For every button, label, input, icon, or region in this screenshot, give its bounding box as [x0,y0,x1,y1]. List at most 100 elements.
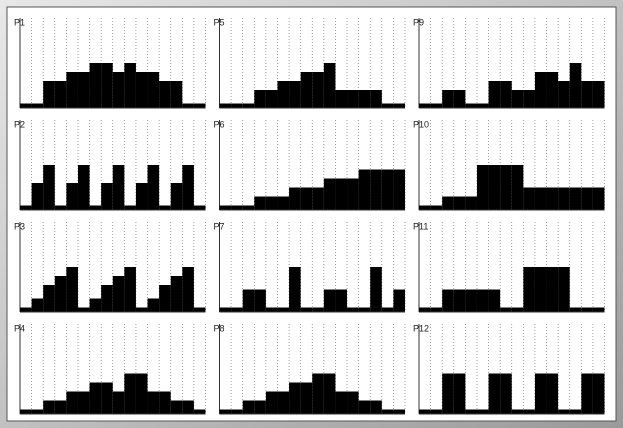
bar [265,196,278,210]
bar [312,307,324,312]
bar [147,391,160,414]
bar [170,400,183,414]
panel-title: P11 [413,221,428,231]
bar [465,289,477,312]
bar [523,187,535,210]
bar [254,400,266,414]
bar [476,289,489,312]
bar [254,196,266,210]
bar [182,400,194,414]
bar [500,307,512,312]
bar [54,276,67,312]
bar [289,267,301,312]
bar [465,196,477,210]
bar [335,90,348,108]
bar [20,205,32,210]
bar [242,103,255,108]
bar [254,90,266,108]
bar [77,72,90,108]
bar [511,165,524,210]
bar [546,72,559,108]
bar [347,90,359,108]
bar [147,72,160,108]
bar [430,307,443,312]
bar [465,409,477,414]
bar [219,205,232,210]
bar [277,196,290,210]
bar [124,267,136,312]
bar [476,409,489,414]
bar [124,373,136,414]
bar [358,90,371,108]
bar [312,72,324,108]
bar [135,307,148,312]
bar [523,90,535,108]
bar [265,391,278,414]
bar [558,187,570,210]
bar [54,81,67,108]
bar [77,307,90,312]
bar [112,165,125,210]
bar [20,307,32,312]
bar [193,103,206,108]
bar [335,178,348,210]
bar [66,183,78,210]
bar [381,103,394,108]
bar [453,289,466,312]
bar [43,165,55,210]
bar [347,307,359,312]
bar [534,267,547,312]
bar [300,72,313,108]
bar [159,391,171,414]
bar [592,307,605,312]
bar [358,169,371,210]
bar [265,90,278,108]
bar [219,103,232,108]
bar [112,276,125,312]
bar [335,289,348,312]
bar [430,103,443,108]
bar [569,187,582,210]
bar [182,103,194,108]
bar [534,72,547,108]
bar [323,373,336,414]
bar [381,307,394,312]
bar [569,307,582,312]
bar [546,187,559,210]
bar [476,165,489,210]
bar [170,183,183,210]
bar [231,103,243,108]
panel-title: P10 [413,119,429,129]
bar [592,81,605,108]
bar [500,373,512,414]
bar [312,187,324,210]
bar [300,382,313,414]
bar [77,165,90,210]
bar [581,307,593,312]
bar [393,289,405,312]
bar [101,285,113,312]
bar [101,382,113,414]
bar [419,103,431,108]
bar [323,63,336,108]
bar [182,267,194,312]
bar [193,307,206,312]
bar [43,81,55,108]
bar [569,409,582,414]
bar [511,307,524,312]
bar [381,169,394,210]
bar [77,391,90,414]
bar [511,409,524,414]
bar [453,373,466,414]
bar [66,72,78,108]
bar [159,205,171,210]
bar [419,409,431,414]
bar [170,81,183,108]
bar [581,81,593,108]
bar [101,63,113,108]
bar [381,409,394,414]
bar [193,205,206,210]
bar [347,391,359,414]
